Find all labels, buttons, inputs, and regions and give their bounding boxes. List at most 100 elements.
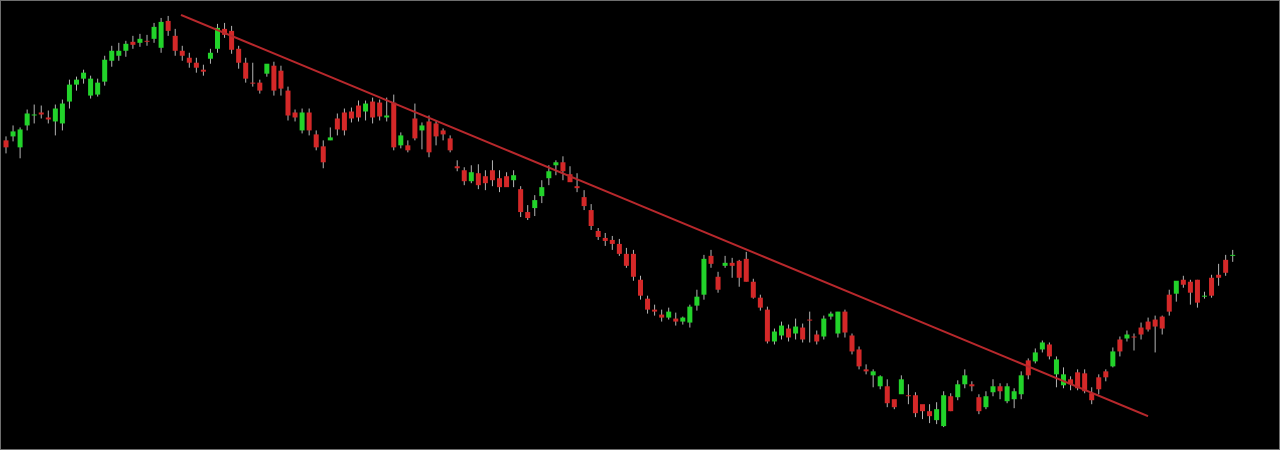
- candle-body-up: [821, 318, 827, 337]
- candle-body-up: [546, 171, 552, 179]
- candle-body-up: [553, 162, 559, 166]
- candle-body-up: [264, 63, 270, 74]
- candle-body-down: [447, 138, 453, 151]
- candle-body-down: [200, 69, 206, 72]
- candle-body-down: [440, 130, 446, 135]
- candle-body-up: [59, 103, 65, 124]
- candle-body-down: [130, 41, 136, 45]
- candle-body-down: [229, 30, 235, 50]
- candle-body-up: [511, 175, 517, 181]
- candle-body-down: [1209, 277, 1215, 296]
- candle-body-up: [24, 113, 30, 126]
- candle-body-down: [729, 262, 735, 266]
- candle-body-up: [666, 311, 672, 318]
- candle-body-up: [17, 129, 23, 148]
- candle-body-down: [1138, 327, 1144, 335]
- candle-body-up: [109, 50, 115, 61]
- candle-body-down: [370, 101, 376, 118]
- candle-body-down: [412, 118, 418, 139]
- candle-body-up: [384, 115, 390, 118]
- candle-body-down: [1068, 379, 1074, 385]
- candle-body-down: [1159, 316, 1165, 329]
- candle-body-down: [165, 20, 171, 31]
- candle-body-down: [518, 189, 524, 213]
- candle-body-up: [1053, 359, 1059, 375]
- trendline[interactable]: [180, 14, 1149, 418]
- candle-body-up: [941, 395, 947, 427]
- candle-body-down: [179, 50, 185, 56]
- candle-body-up: [137, 38, 143, 43]
- candle-body-up: [955, 384, 961, 398]
- candle-body-down: [377, 102, 383, 117]
- candle-body-down: [652, 309, 658, 312]
- candle-body-down: [313, 134, 319, 148]
- candle-body-down: [976, 397, 982, 412]
- candle-body-up: [934, 409, 940, 421]
- candle-body-down: [715, 276, 721, 290]
- candle-body-down: [525, 212, 531, 219]
- candle-body-down: [186, 57, 192, 63]
- candle-body-up: [419, 125, 425, 131]
- candle-body-up: [1110, 351, 1116, 367]
- candle-body-down: [588, 210, 594, 226]
- candle-body-down: [292, 112, 298, 118]
- candle-body-up: [694, 296, 700, 306]
- candle-body-up: [1230, 254, 1236, 256]
- candle-body-down: [1180, 279, 1186, 285]
- candle-body-down: [927, 411, 933, 417]
- candle-body-up: [532, 200, 538, 209]
- candle-body-down: [1089, 393, 1095, 401]
- candle-body-down: [673, 318, 679, 322]
- candle-body-down: [567, 174, 573, 183]
- candle-body-down: [630, 253, 636, 277]
- candle-body-up: [990, 386, 996, 393]
- candle-body-down: [1075, 372, 1081, 389]
- candle-body-up: [88, 78, 94, 96]
- candle-body-down: [708, 255, 714, 264]
- candle-body-up: [31, 114, 37, 116]
- candle-body-down: [1145, 321, 1151, 330]
- candle-body-up: [158, 21, 164, 48]
- candle-body-up: [215, 27, 220, 49]
- candle-body-down: [461, 170, 467, 182]
- candle-body-down: [454, 166, 460, 169]
- candle-body-down: [581, 197, 587, 207]
- candle-body-up: [701, 258, 707, 295]
- candle-body-down: [595, 230, 601, 237]
- candle-body-down: [863, 369, 869, 372]
- candle-body-down: [257, 82, 263, 91]
- candle-body-down: [348, 111, 354, 119]
- candle-body-up: [468, 172, 474, 182]
- candle-body-up: [363, 103, 369, 112]
- candle-body-up: [66, 84, 72, 102]
- candle-body-down: [842, 311, 848, 333]
- candle-body-down: [236, 48, 242, 63]
- candle-body-up: [771, 331, 777, 342]
- candle-body-up: [898, 379, 904, 395]
- candle-body-up: [1032, 352, 1038, 362]
- candle-body-up: [680, 317, 686, 322]
- candle-body-down: [285, 90, 291, 116]
- candle-body-down: [912, 395, 918, 414]
- candle-body-down: [1166, 294, 1172, 312]
- candle-body-down: [616, 243, 622, 254]
- candle-body-down: [334, 118, 340, 130]
- candle-body-down: [1216, 274, 1222, 278]
- candle-body-up: [1173, 280, 1179, 294]
- candle-body-down: [504, 176, 510, 188]
- candle-body-up: [102, 59, 108, 82]
- candle-body-down: [602, 237, 608, 241]
- candle-body-down: [645, 298, 651, 310]
- candle-body-down: [426, 121, 432, 153]
- candle-body-down: [807, 319, 813, 321]
- candle-body-down: [1117, 339, 1123, 352]
- candle-body-down: [1082, 373, 1088, 392]
- candle-body-down: [1025, 360, 1031, 376]
- candle-body-down: [920, 404, 925, 412]
- candle-body-down: [306, 112, 312, 131]
- candle-body-up: [207, 52, 213, 59]
- candle-body-up: [722, 262, 728, 266]
- candle-body-down: [786, 328, 792, 338]
- candle-body-down: [250, 82, 256, 84]
